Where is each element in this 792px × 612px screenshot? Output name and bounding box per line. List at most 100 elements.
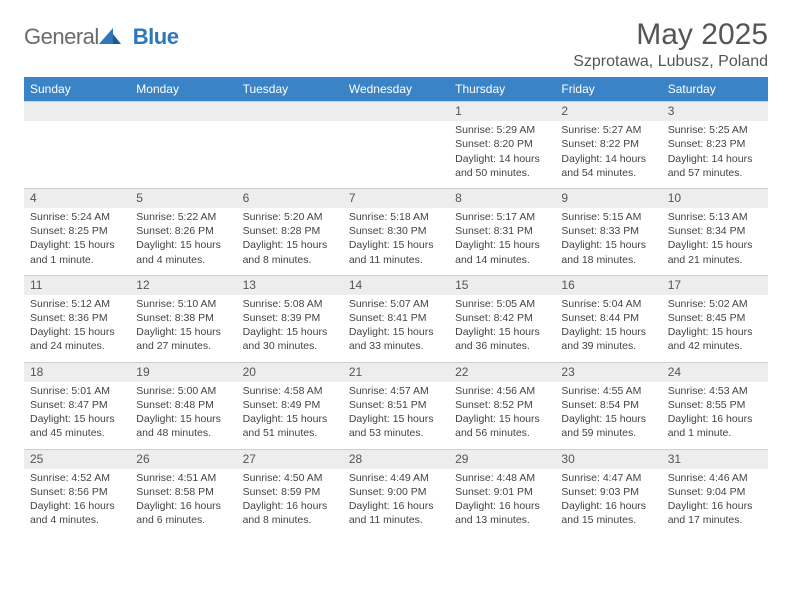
- day-number-row: 123: [24, 102, 768, 122]
- day-sunset-text: Sunset: 9:03 PM: [561, 485, 655, 499]
- day-number-cell: 26: [130, 449, 236, 469]
- day-sunset-text: Sunset: 9:00 PM: [349, 485, 443, 499]
- day-data-cell: Sunrise: 5:08 AMSunset: 8:39 PMDaylight:…: [237, 295, 343, 362]
- day-sunset-text: Sunset: 8:28 PM: [243, 224, 337, 238]
- day-number-cell: 8: [449, 188, 555, 208]
- day-sunrise-text: Sunrise: 5:24 AM: [30, 210, 124, 224]
- day-day2-text: and 24 minutes.: [30, 339, 124, 353]
- day-data-cell: Sunrise: 5:15 AMSunset: 8:33 PMDaylight:…: [555, 208, 661, 275]
- day-number-cell: [343, 102, 449, 122]
- day-sunrise-text: Sunrise: 5:20 AM: [243, 210, 337, 224]
- day-number-cell: 9: [555, 188, 661, 208]
- day-data-cell: Sunrise: 5:25 AMSunset: 8:23 PMDaylight:…: [662, 121, 768, 188]
- day-day2-text: and 8 minutes.: [243, 513, 337, 527]
- day-number-cell: 1: [449, 102, 555, 122]
- day-day1-text: Daylight: 16 hours: [136, 499, 230, 513]
- day-day1-text: Daylight: 15 hours: [30, 412, 124, 426]
- day-day1-text: Daylight: 15 hours: [668, 238, 762, 252]
- calendar-body: 123Sunrise: 5:29 AMSunset: 8:20 PMDaylig…: [24, 102, 768, 536]
- day-sunrise-text: Sunrise: 4:53 AM: [668, 384, 762, 398]
- day-sunset-text: Sunset: 8:51 PM: [349, 398, 443, 412]
- day-sunrise-text: Sunrise: 5:10 AM: [136, 297, 230, 311]
- day-sunrise-text: Sunrise: 5:13 AM: [668, 210, 762, 224]
- day-day2-text: and 1 minute.: [30, 253, 124, 267]
- day-day2-text: and 13 minutes.: [455, 513, 549, 527]
- day-sunset-text: Sunset: 8:47 PM: [30, 398, 124, 412]
- day-sunrise-text: Sunrise: 4:58 AM: [243, 384, 337, 398]
- day-day1-text: Daylight: 16 hours: [668, 412, 762, 426]
- day-sunrise-text: Sunrise: 4:52 AM: [30, 471, 124, 485]
- day-day2-text: and 30 minutes.: [243, 339, 337, 353]
- day-day2-text: and 33 minutes.: [349, 339, 443, 353]
- day-data-cell: Sunrise: 4:52 AMSunset: 8:56 PMDaylight:…: [24, 469, 130, 536]
- day-sunset-text: Sunset: 8:20 PM: [455, 137, 549, 151]
- day-day1-text: Daylight: 15 hours: [136, 238, 230, 252]
- day-number-cell: 17: [662, 275, 768, 295]
- day-day2-text: and 4 minutes.: [136, 253, 230, 267]
- day-day2-text: and 39 minutes.: [561, 339, 655, 353]
- day-sunrise-text: Sunrise: 4:49 AM: [349, 471, 443, 485]
- day-sunrise-text: Sunrise: 4:50 AM: [243, 471, 337, 485]
- day-day2-text: and 1 minute.: [668, 426, 762, 440]
- day-number-cell: 13: [237, 275, 343, 295]
- logo: General Blue: [24, 18, 178, 50]
- day-number-row: 11121314151617: [24, 275, 768, 295]
- day-day2-text: and 18 minutes.: [561, 253, 655, 267]
- day-number-cell: 29: [449, 449, 555, 469]
- day-sunrise-text: Sunrise: 5:08 AM: [243, 297, 337, 311]
- weekday-header: Monday: [130, 77, 236, 102]
- day-number-cell: 23: [555, 362, 661, 382]
- day-data-cell: Sunrise: 5:10 AMSunset: 8:38 PMDaylight:…: [130, 295, 236, 362]
- day-day2-text: and 4 minutes.: [30, 513, 124, 527]
- day-sunset-text: Sunset: 8:31 PM: [455, 224, 549, 238]
- day-data-cell: [130, 121, 236, 188]
- day-sunset-text: Sunset: 8:23 PM: [668, 137, 762, 151]
- day-data-cell: Sunrise: 4:57 AMSunset: 8:51 PMDaylight:…: [343, 382, 449, 449]
- day-day1-text: Daylight: 15 hours: [136, 325, 230, 339]
- calendar-table: Sunday Monday Tuesday Wednesday Thursday…: [24, 77, 768, 535]
- day-day2-text: and 45 minutes.: [30, 426, 124, 440]
- day-day2-text: and 42 minutes.: [668, 339, 762, 353]
- day-day1-text: Daylight: 15 hours: [349, 412, 443, 426]
- weekday-header-row: Sunday Monday Tuesday Wednesday Thursday…: [24, 77, 768, 102]
- day-day1-text: Daylight: 16 hours: [349, 499, 443, 513]
- day-number-cell: 31: [662, 449, 768, 469]
- day-day1-text: Daylight: 14 hours: [668, 152, 762, 166]
- day-number-cell: 7: [343, 188, 449, 208]
- day-sunrise-text: Sunrise: 5:25 AM: [668, 123, 762, 137]
- weekday-header: Friday: [555, 77, 661, 102]
- day-sunrise-text: Sunrise: 5:22 AM: [136, 210, 230, 224]
- day-sunset-text: Sunset: 8:26 PM: [136, 224, 230, 238]
- day-data-cell: Sunrise: 5:00 AMSunset: 8:48 PMDaylight:…: [130, 382, 236, 449]
- day-day2-text: and 11 minutes.: [349, 513, 443, 527]
- day-sunset-text: Sunset: 8:36 PM: [30, 311, 124, 325]
- day-number-cell: 24: [662, 362, 768, 382]
- day-data-cell: [343, 121, 449, 188]
- day-number-cell: 16: [555, 275, 661, 295]
- day-sunrise-text: Sunrise: 4:48 AM: [455, 471, 549, 485]
- day-day1-text: Daylight: 16 hours: [30, 499, 124, 513]
- day-sunset-text: Sunset: 9:01 PM: [455, 485, 549, 499]
- day-sunset-text: Sunset: 8:54 PM: [561, 398, 655, 412]
- day-data-cell: Sunrise: 5:27 AMSunset: 8:22 PMDaylight:…: [555, 121, 661, 188]
- day-sunset-text: Sunset: 8:41 PM: [349, 311, 443, 325]
- day-day2-text: and 36 minutes.: [455, 339, 549, 353]
- day-sunrise-text: Sunrise: 4:51 AM: [136, 471, 230, 485]
- day-day1-text: Daylight: 15 hours: [136, 412, 230, 426]
- day-data-cell: Sunrise: 4:55 AMSunset: 8:54 PMDaylight:…: [555, 382, 661, 449]
- day-number-cell: 18: [24, 362, 130, 382]
- weekday-header: Wednesday: [343, 77, 449, 102]
- day-number-cell: 20: [237, 362, 343, 382]
- day-number-cell: [237, 102, 343, 122]
- day-day2-text: and 57 minutes.: [668, 166, 762, 180]
- page-header: General Blue May 2025 Szprotawa, Lubusz,…: [24, 18, 768, 71]
- day-day2-text: and 54 minutes.: [561, 166, 655, 180]
- day-sunrise-text: Sunrise: 4:47 AM: [561, 471, 655, 485]
- day-number-cell: 2: [555, 102, 661, 122]
- day-number-cell: 14: [343, 275, 449, 295]
- day-number-cell: 19: [130, 362, 236, 382]
- day-number-cell: 3: [662, 102, 768, 122]
- day-number-cell: 4: [24, 188, 130, 208]
- day-day2-text: and 27 minutes.: [136, 339, 230, 353]
- day-day1-text: Daylight: 15 hours: [455, 238, 549, 252]
